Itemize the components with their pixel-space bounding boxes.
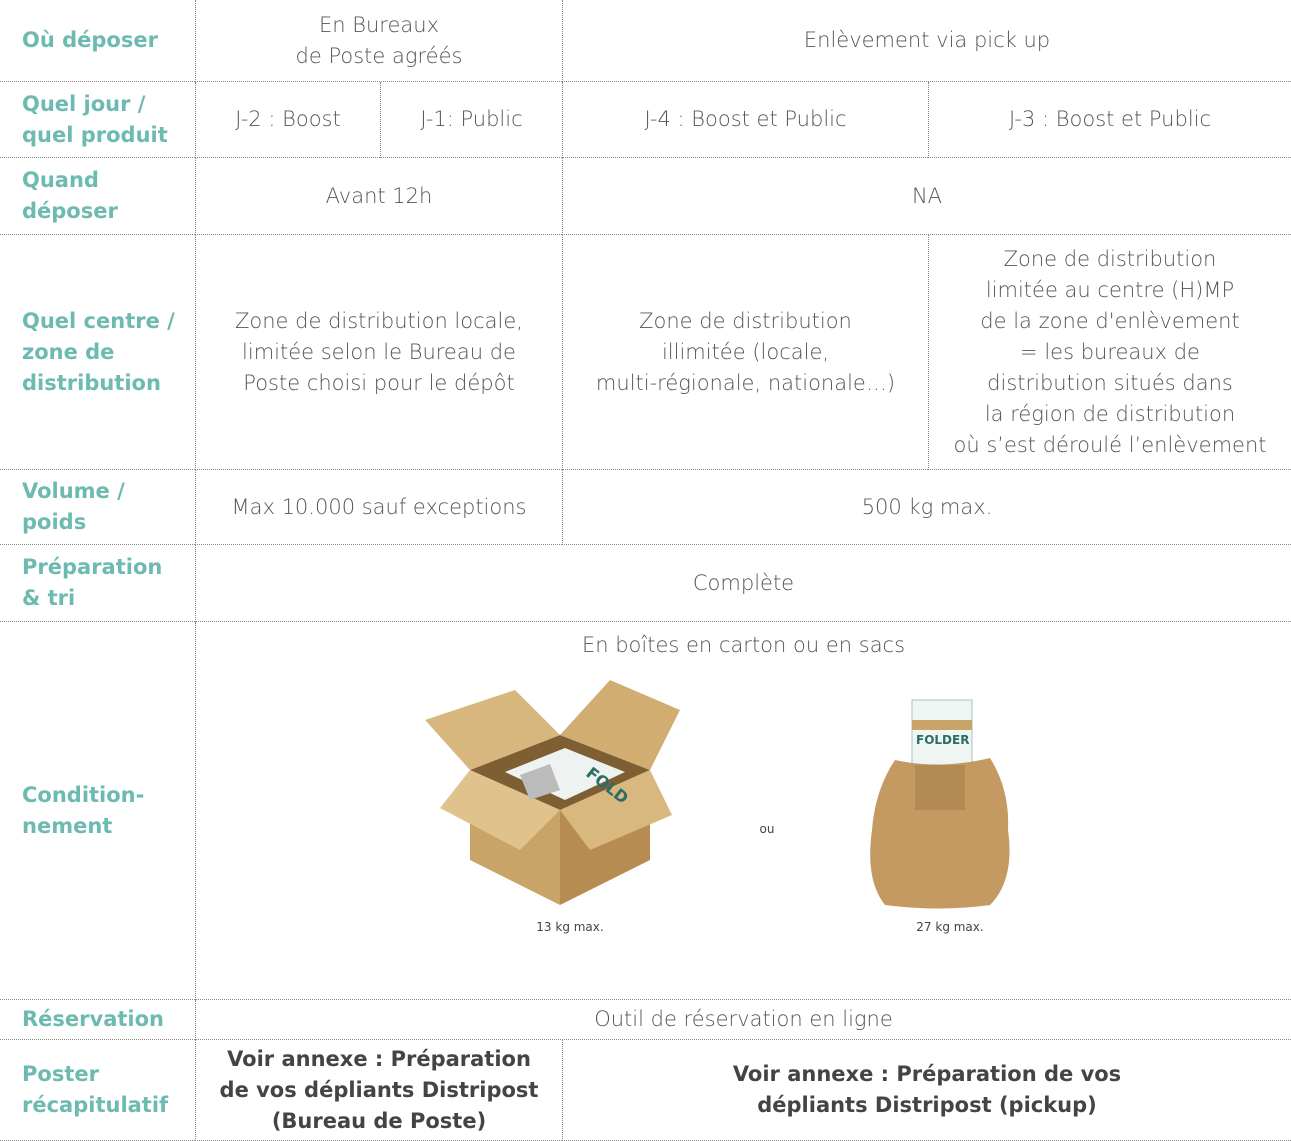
cell-line: Volume / — [22, 479, 125, 503]
cell-line: où s’est déroulé l’enlèvement — [953, 432, 1267, 457]
cell-line: la région de distribution — [984, 401, 1236, 426]
cell-line: de vos dépliants Distripost — [219, 1077, 539, 1102]
cell-line: distribution situés dans — [987, 370, 1233, 395]
row-header: Réservation — [0, 1000, 195, 1040]
cell-line: 500 kg max. — [861, 494, 993, 519]
cell-line: limitée selon le Bureau de — [242, 339, 516, 364]
cell-line: distribution — [22, 370, 161, 395]
table-cell: Voir annexe : Préparation de vos dépliant… — [562, 1040, 1291, 1141]
table-cell: En Bureaux de Poste agréés — [195, 0, 562, 82]
cell-line: Enlèvement via pick up — [803, 28, 1051, 52]
table-cell: Complète — [195, 545, 1291, 622]
cell-line: Avant 12h — [325, 183, 433, 208]
cell-line: multi-régionale, nationale…) — [595, 370, 896, 395]
cell-line: récapitulatif — [22, 1093, 169, 1117]
table-cell: Enlèvement via pick up — [562, 0, 1291, 82]
cell-line: J-3 : Boost et Public — [1008, 107, 1212, 131]
cell-line: Quand — [22, 168, 99, 192]
cell-line: Max 10.000 sauf exceptions — [231, 494, 527, 519]
row-header: Préparation & tri — [0, 545, 195, 622]
cell-line: Zone de distribution — [1003, 246, 1217, 271]
cell-line: Poster — [22, 1062, 99, 1086]
cell-line: Quel jour / — [22, 91, 146, 116]
cell-line: nement — [22, 813, 113, 838]
row-header: Quel jour / quel produit — [0, 82, 195, 158]
table-cell: Zone de distribution locale, limitée selo… — [195, 235, 562, 470]
bag-text: FOLDER — [916, 733, 969, 747]
row-header: Quel centre / zone de distribution — [0, 235, 195, 470]
table-cell: Zone de distribution limitée au centre (H… — [928, 235, 1291, 470]
cell-line: Complète — [692, 570, 795, 595]
mail-bag: FOLDER — [870, 699, 1010, 909]
cell-line: & tri — [22, 586, 76, 610]
cell-line: Voir annexe : Préparation de vos — [732, 1062, 1122, 1086]
box-label: 13 kg max. — [536, 920, 604, 934]
row-header: Où déposer — [0, 0, 195, 82]
cell-line: J-2 : Boost — [235, 107, 341, 131]
cell-line: Outil de réservation en ligne — [594, 1007, 893, 1031]
cell-line: En boîtes en carton ou en sacs — [581, 633, 906, 657]
cell-line: = les bureaux de — [1020, 339, 1200, 364]
cell-line: poids — [22, 510, 87, 534]
row-header: Poster récapitulatif — [0, 1040, 195, 1141]
table-cell: 500 kg max. — [562, 470, 1291, 545]
table-cell: Max 10.000 sauf exceptions — [195, 470, 562, 545]
table-cell: J-1: Public — [380, 82, 562, 158]
cell-line: dépliants Distripost (pickup) — [757, 1093, 1097, 1117]
cell-line: quel produit — [22, 122, 168, 147]
table-cell: Voir annexe : Préparation de vos dépliant… — [195, 1040, 562, 1141]
cell-line: Condition- — [22, 782, 145, 807]
table-cell: En boîtes en carton ou en sacs — [195, 622, 1291, 1000]
table-cell: NA — [562, 158, 1291, 235]
cell-line: Zone de distribution locale, — [235, 308, 523, 333]
row-header: Quand déposer — [0, 158, 195, 235]
cell-line: J-4 : Boost et Public — [644, 107, 847, 131]
cell-line: de Poste agréés — [295, 43, 463, 68]
cell-line: zone de — [22, 339, 115, 364]
cell-line: Quel centre / — [22, 308, 175, 333]
table-cell: J-4 : Boost et Public — [562, 82, 928, 158]
table-cell: Zone de distribution illimitée (locale, mu… — [562, 235, 928, 470]
cell-line: Zone de distribution — [639, 308, 852, 333]
cell-line: Voir annexe : Préparation — [227, 1046, 531, 1071]
cell-line: de la zone d'enlèvement — [980, 308, 1240, 333]
carton-box: FOLD — [425, 680, 680, 905]
cell-line: NA — [911, 183, 943, 208]
or-label: ou — [759, 822, 775, 836]
cell-line: Préparation — [22, 555, 163, 579]
cell-line: illimitée (locale, — [661, 339, 830, 364]
cell-line: déposer — [22, 199, 118, 223]
bag-label: 27 kg max. — [916, 920, 984, 934]
cell-line: Poste choisi pour le dépôt — [243, 370, 515, 395]
row-header: Condition-nement — [0, 622, 195, 1000]
table-cell: Avant 12h — [195, 158, 562, 235]
cell-line: Où déposer — [22, 28, 158, 52]
cell-line: limitée au centre (H)MP — [985, 277, 1235, 302]
table-cell: J-3 : Boost et Public — [928, 82, 1291, 158]
cell-line: (Bureau de Poste) — [271, 1108, 487, 1133]
row-header: Volume / poids — [0, 470, 195, 545]
cell-line: J-1: Public — [420, 107, 523, 131]
table-cell: Outil de réservation en ligne — [195, 1000, 1291, 1040]
cell-line: En Bureaux — [318, 12, 439, 37]
table-cell: J-2 : Boost — [195, 82, 380, 158]
cell-line: Réservation — [22, 1007, 164, 1031]
